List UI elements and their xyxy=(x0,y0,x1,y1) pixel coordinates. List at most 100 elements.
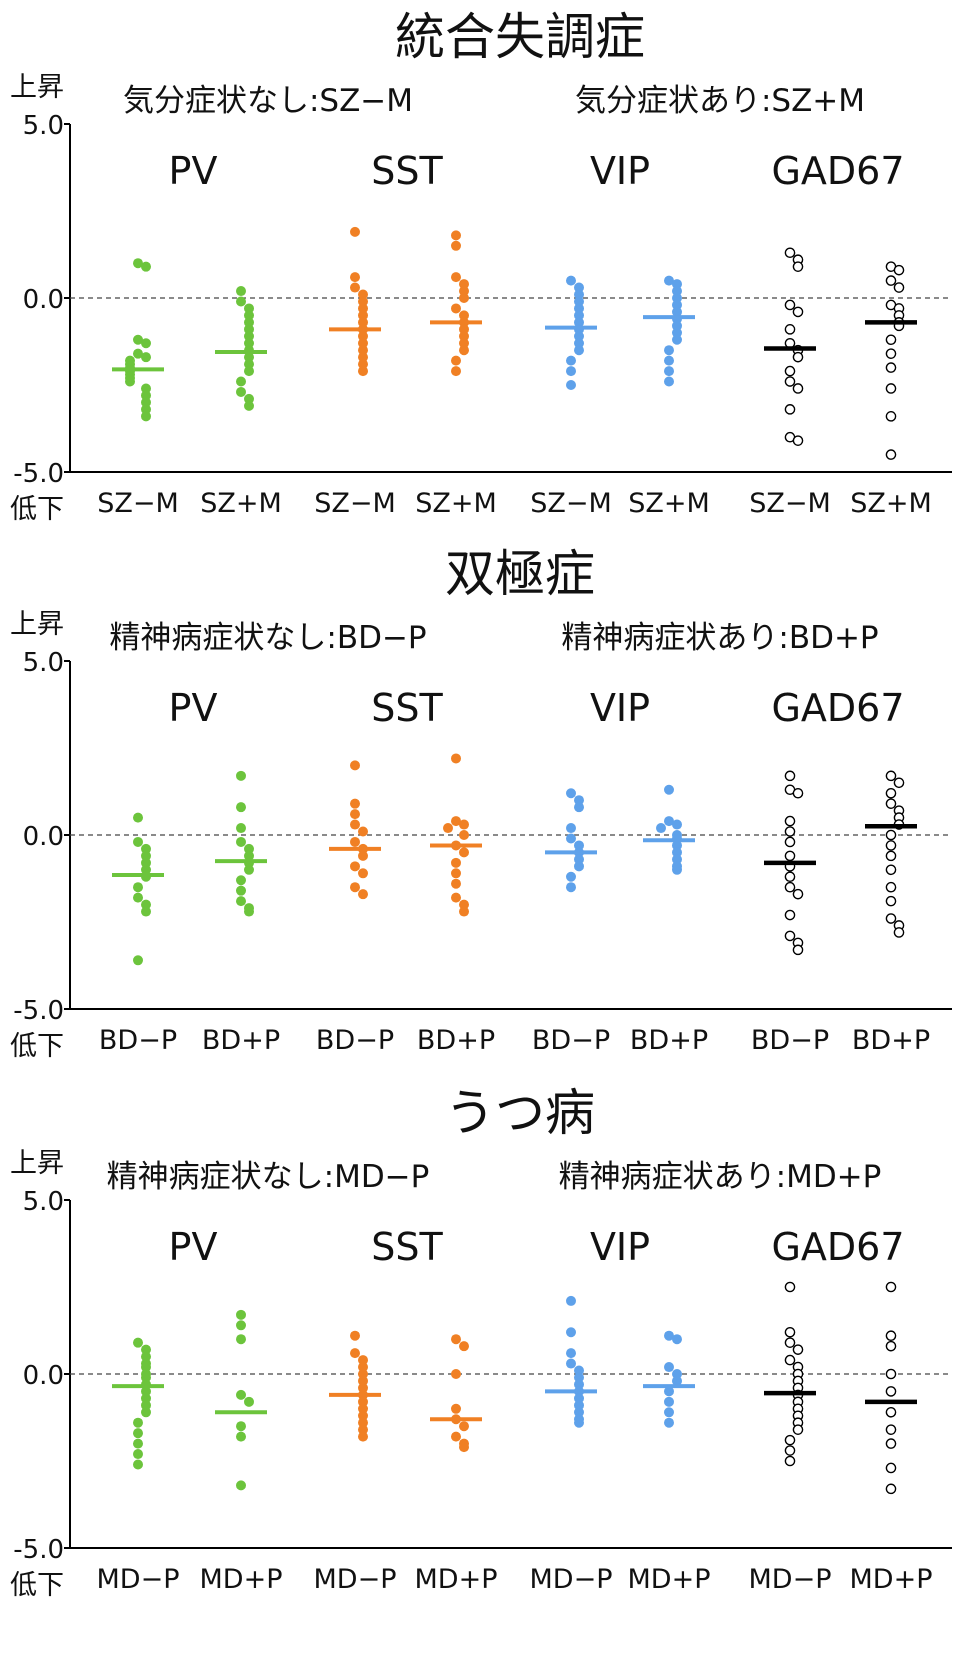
series-gad67-plus xyxy=(865,1281,917,1495)
data-point xyxy=(656,823,666,834)
series-sst-plus xyxy=(430,230,482,377)
data-point xyxy=(141,1386,151,1397)
data-point xyxy=(459,338,469,349)
y-tick-label: 0.0 xyxy=(23,285,64,315)
data-point xyxy=(451,753,461,764)
data-point xyxy=(784,324,796,335)
data-point xyxy=(236,1320,246,1331)
series-gad67-plus xyxy=(865,770,917,938)
series-gad67-minus xyxy=(764,247,816,446)
data-point xyxy=(141,857,151,868)
data-point xyxy=(358,303,368,314)
data-point xyxy=(244,317,254,328)
data-point xyxy=(244,352,254,363)
data-point xyxy=(459,899,469,910)
data-point xyxy=(574,1393,584,1404)
group-label-gad67: GAD67 xyxy=(771,149,904,193)
group-label-sst: SST xyxy=(371,149,443,193)
data-point xyxy=(451,272,461,283)
data-point xyxy=(451,355,461,366)
chart-title: うつ病 xyxy=(445,1084,595,1142)
data-point xyxy=(672,854,682,865)
data-point xyxy=(350,760,360,771)
data-point xyxy=(358,850,368,861)
data-point xyxy=(451,303,461,314)
data-point xyxy=(358,1355,368,1366)
x-tick-label: BD+P xyxy=(202,1025,280,1056)
data-point xyxy=(672,279,682,290)
data-point xyxy=(885,787,897,799)
data-point xyxy=(358,1382,368,1393)
data-point xyxy=(672,1334,682,1345)
data-point xyxy=(133,1428,143,1439)
data-point xyxy=(358,289,368,300)
data-point xyxy=(459,1341,469,1352)
data-point xyxy=(141,864,151,875)
data-point xyxy=(672,299,682,310)
data-point xyxy=(664,1396,674,1407)
data-point xyxy=(358,359,368,370)
data-point xyxy=(244,843,254,854)
data-point xyxy=(358,331,368,342)
group-label-pv: PV xyxy=(169,1225,218,1269)
data-point xyxy=(244,906,254,917)
data-point xyxy=(664,275,674,286)
data-point xyxy=(459,830,469,840)
y-up-label: 上昇 xyxy=(10,72,64,103)
data-point xyxy=(885,1406,897,1418)
data-point xyxy=(350,282,360,293)
data-point xyxy=(792,944,804,956)
data-point xyxy=(141,1372,151,1383)
data-point xyxy=(451,878,461,889)
data-point xyxy=(664,1417,674,1428)
data-point xyxy=(358,352,368,363)
x-tick-label: MD+P xyxy=(200,1564,283,1595)
data-point xyxy=(358,1362,368,1373)
data-point xyxy=(133,892,143,903)
data-point xyxy=(784,770,796,782)
y-tick-label: 0.0 xyxy=(23,822,64,852)
data-point xyxy=(792,1424,804,1435)
data-point xyxy=(244,864,254,875)
subtitle-right: 気分症状あり:SZ+M xyxy=(575,83,865,119)
data-point xyxy=(893,777,905,789)
data-point xyxy=(358,1375,368,1386)
data-point xyxy=(236,296,246,307)
data-point xyxy=(133,1449,143,1460)
data-point xyxy=(574,1417,584,1428)
data-point xyxy=(358,1396,368,1407)
data-point xyxy=(784,247,796,259)
x-tick-label: MD−P xyxy=(314,1564,397,1595)
data-point xyxy=(893,264,905,276)
data-point xyxy=(451,868,461,879)
series-vip-plus xyxy=(643,1330,695,1428)
data-point xyxy=(133,812,143,823)
y-tick-label: -5.0 xyxy=(13,1535,64,1565)
x-tick-label: SZ+M xyxy=(200,488,282,519)
data-point xyxy=(459,1442,469,1453)
data-point xyxy=(574,1372,584,1383)
data-point xyxy=(885,881,897,893)
x-tick-label: MD+P xyxy=(628,1564,711,1595)
data-point xyxy=(885,275,897,286)
series-vip-plus xyxy=(643,784,695,875)
data-point xyxy=(244,400,254,411)
data-point xyxy=(664,1407,674,1418)
y-tick-label: -5.0 xyxy=(13,996,64,1026)
chart-title: 統合失調症 xyxy=(395,8,645,66)
data-point xyxy=(664,1362,674,1373)
series-gad67-plus xyxy=(865,261,917,460)
data-point xyxy=(244,324,254,335)
data-point xyxy=(893,282,905,293)
data-point xyxy=(244,310,254,321)
data-point xyxy=(236,1334,246,1345)
data-point xyxy=(350,1330,360,1341)
data-point xyxy=(358,868,368,879)
data-point xyxy=(141,397,151,408)
series-vip-minus xyxy=(545,275,597,390)
subtitle-left: 精神病症状なし:BD−P xyxy=(109,620,426,656)
data-point xyxy=(784,376,796,387)
group-label-vip: VIP xyxy=(590,1225,650,1269)
data-point xyxy=(133,1417,143,1428)
